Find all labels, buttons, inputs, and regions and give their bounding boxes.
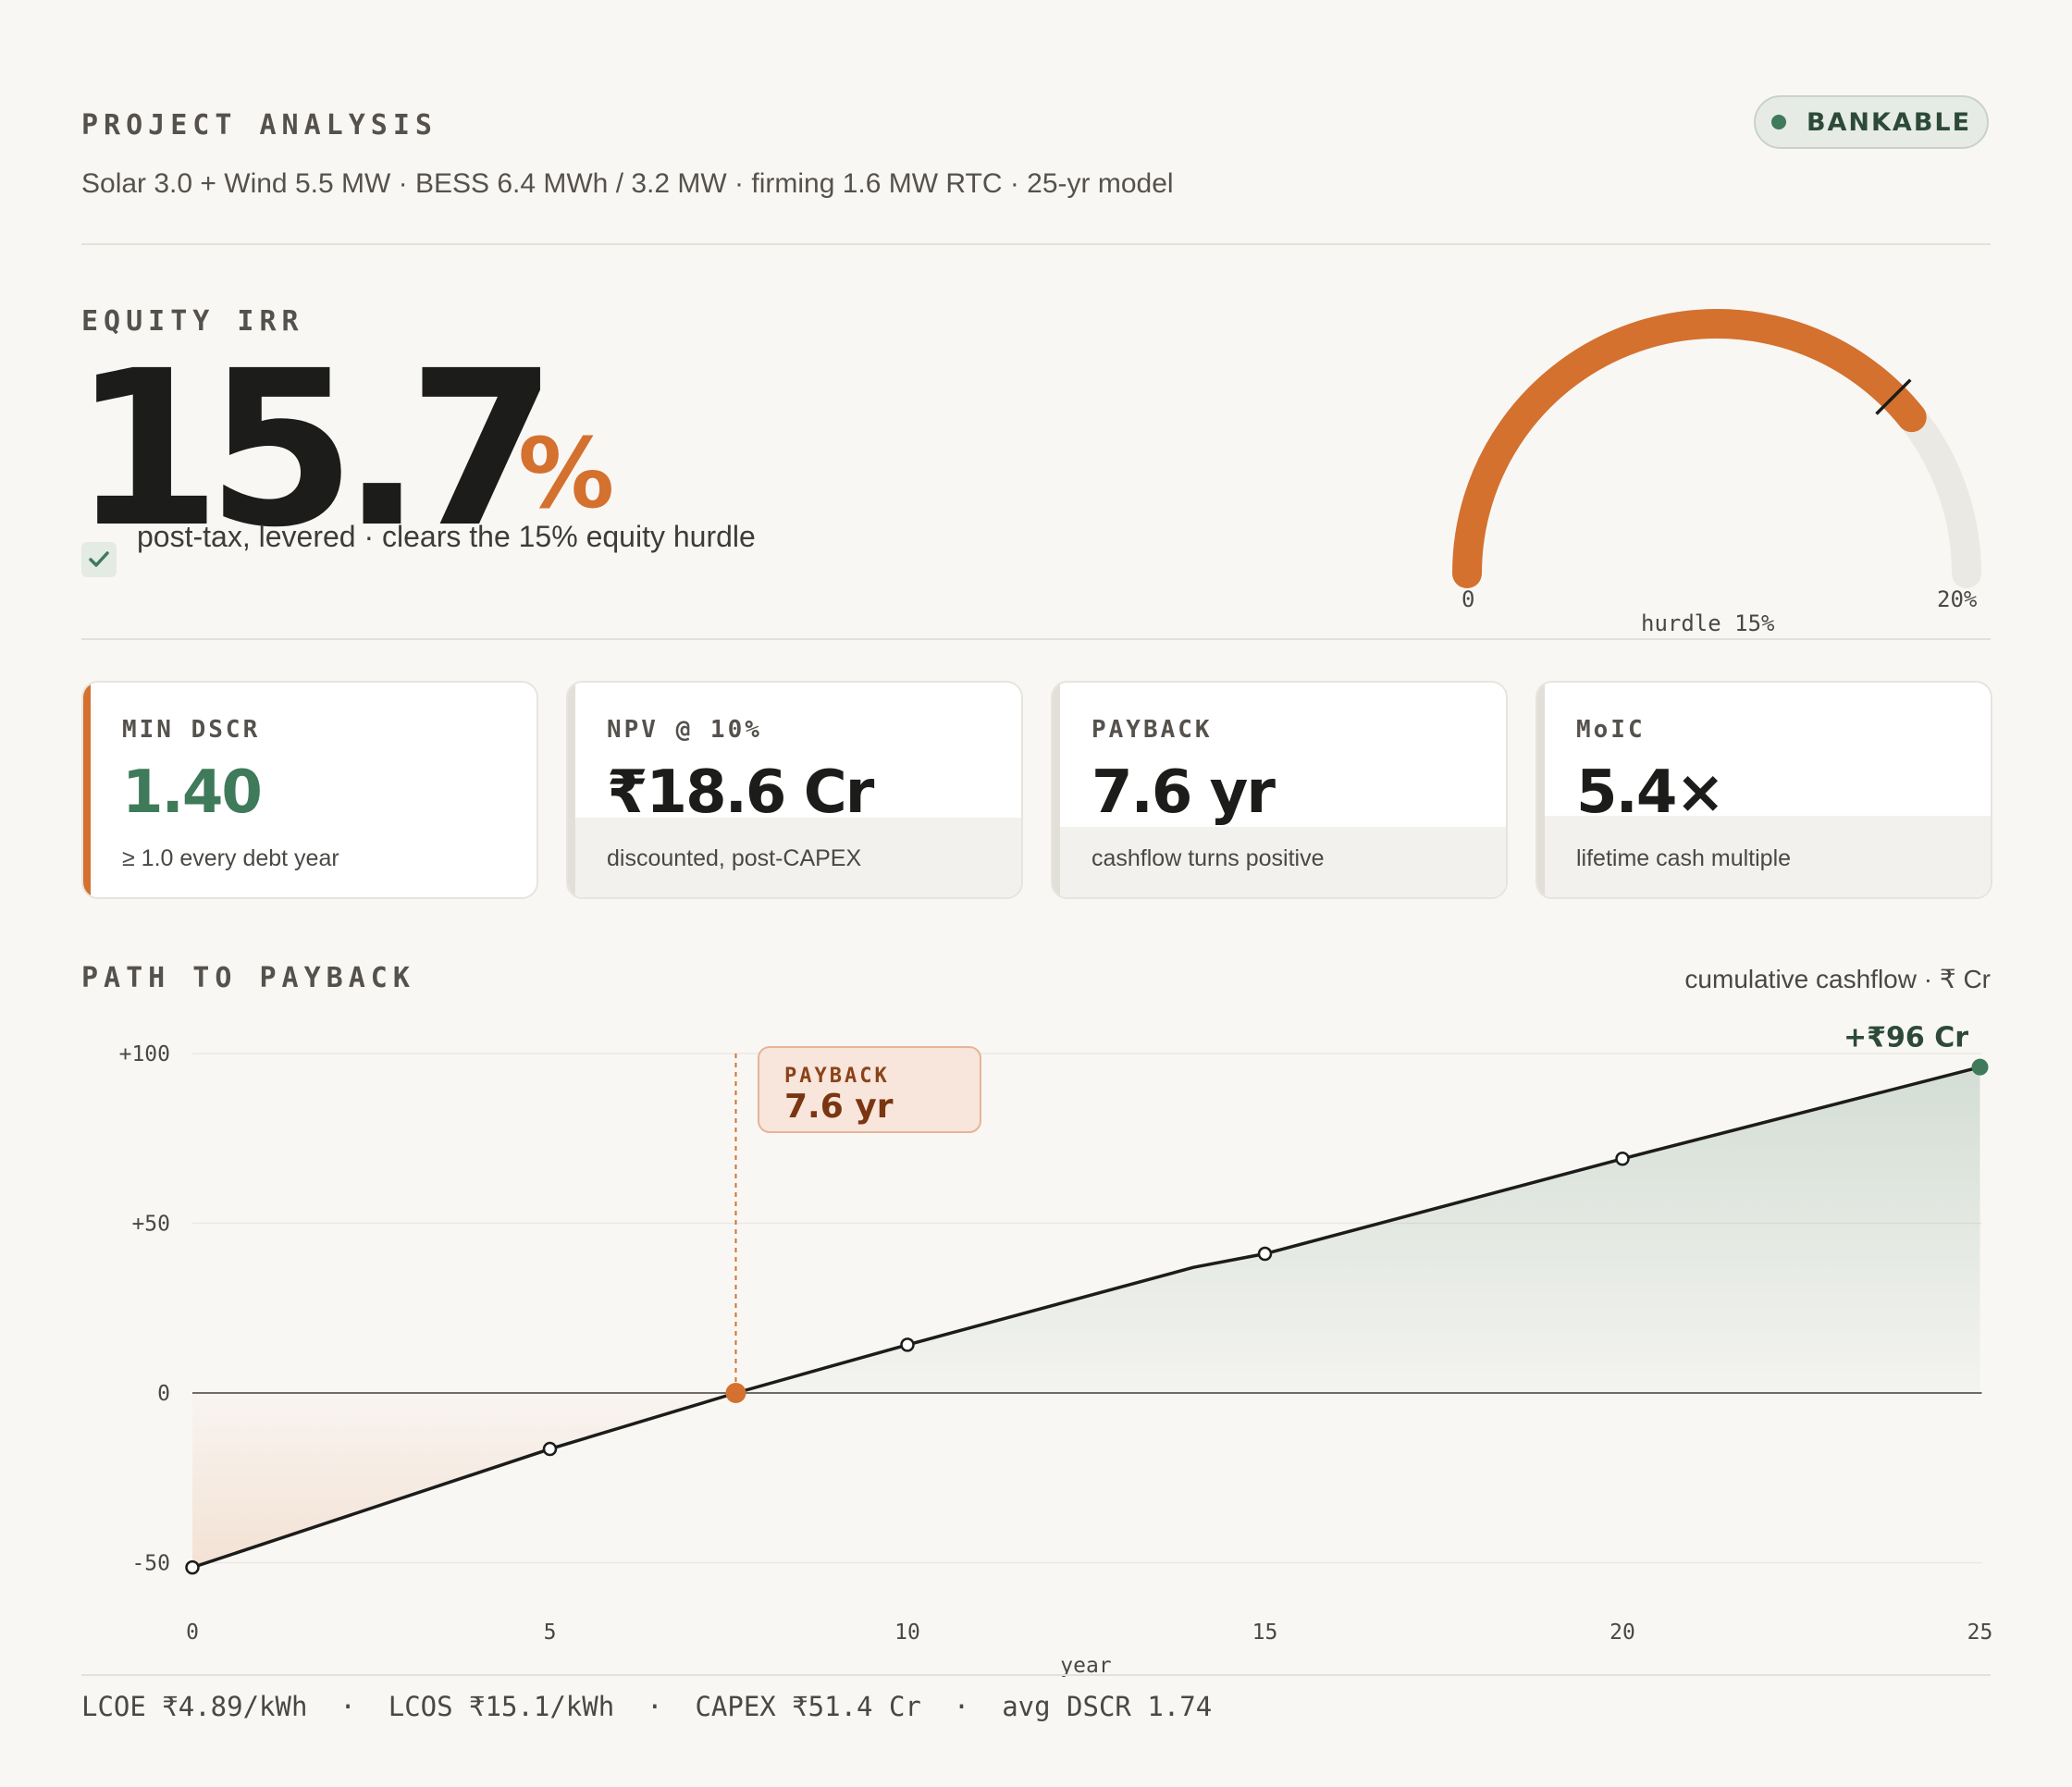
irr-label: EQUITY IRR bbox=[81, 305, 304, 338]
payback-label: PAYBACK bbox=[784, 1065, 890, 1088]
payback-callout bbox=[758, 1046, 981, 1133]
data-point bbox=[185, 1559, 200, 1575]
y-tick-label: +100 bbox=[119, 1042, 170, 1066]
end-value-label: +₹96 Cr bbox=[1844, 1022, 1968, 1054]
end-point bbox=[1971, 1058, 1989, 1076]
card-accent-bar bbox=[568, 683, 575, 897]
metric-card-payback: PAYBACK 7.6 yr cashflow turns positive bbox=[1051, 681, 1508, 899]
metric-value: 7.6 yr bbox=[1092, 758, 1276, 827]
metric-value: 1.40 bbox=[122, 758, 263, 827]
x-tick-label: 0 bbox=[186, 1621, 199, 1645]
data-point bbox=[900, 1337, 915, 1352]
chart-units-note: cumulative cashflow · ₹ Cr bbox=[1684, 965, 1991, 993]
payback-point bbox=[725, 1383, 746, 1403]
card-accent-bar bbox=[1053, 683, 1060, 897]
y-tick-label: +50 bbox=[131, 1213, 170, 1237]
metric-card-min-dscr: MIN DSCR 1.40 ≥ 1.0 every debt year bbox=[81, 681, 538, 899]
x-tick-label: 5 bbox=[544, 1621, 557, 1645]
status-badge-label: BANKABLE bbox=[1806, 107, 1972, 137]
negative-area bbox=[192, 1393, 736, 1568]
card-accent-bar bbox=[83, 683, 91, 897]
x-tick-label: 20 bbox=[1610, 1621, 1635, 1645]
card-accent-bar bbox=[1537, 683, 1545, 897]
metric-card-npv: NPV @ 10% ₹18.6 Cr discounted, post-CAPE… bbox=[566, 681, 1023, 899]
chart-title: PATH TO PAYBACK bbox=[81, 962, 415, 994]
data-point bbox=[1615, 1152, 1630, 1166]
gauge-min-label: 0 bbox=[1462, 586, 1475, 612]
card-fill bbox=[1053, 827, 1506, 897]
metric-note: cashflow turns positive bbox=[1092, 845, 1325, 871]
project-subtitle: Solar 3.0 + Wind 5.5 MW · BESS 6.4 MWh /… bbox=[81, 168, 1174, 199]
status-badge: BANKABLE bbox=[1754, 95, 1989, 149]
y-tick-label: -50 bbox=[131, 1552, 170, 1576]
x-tick-label: 10 bbox=[894, 1621, 920, 1645]
x-tick-label: 25 bbox=[1967, 1621, 1993, 1645]
page-eyebrow: PROJECT ANALYSIS bbox=[81, 109, 438, 142]
metric-label: PAYBACK bbox=[1092, 716, 1213, 744]
metric-note: lifetime cash multiple bbox=[1576, 845, 1792, 871]
divider bbox=[81, 638, 1991, 640]
data-point bbox=[1257, 1246, 1273, 1262]
metric-label: MoIC bbox=[1576, 716, 1646, 744]
metric-note: discounted, post-CAPEX bbox=[607, 845, 862, 871]
gauge-max-label: 20% bbox=[1937, 586, 1978, 612]
card-fill bbox=[568, 818, 1021, 897]
card-fill bbox=[1537, 816, 1991, 897]
irr-note: post-tax, levered · clears the 15% equit… bbox=[137, 520, 756, 553]
data-point bbox=[542, 1441, 558, 1457]
metric-value: 5.4× bbox=[1576, 758, 1725, 827]
metric-note: ≥ 1.0 every debt year bbox=[122, 845, 339, 871]
gauge-hurdle-label: hurdle 15% bbox=[1641, 610, 1775, 636]
status-dot-icon bbox=[1770, 115, 1786, 129]
gauge-hurdle-tick bbox=[1875, 378, 1912, 415]
irr-unit: % bbox=[518, 417, 615, 530]
cashflow-line bbox=[191, 1065, 1980, 1570]
payback-value: 7.6 yr bbox=[784, 1088, 894, 1126]
irr-value: 15.7 bbox=[72, 325, 557, 574]
gauge-track bbox=[1452, 309, 1981, 588]
summary-footer: LCOE ₹4.89/kWh · LCOS ₹15.1/kWh · CAPEX … bbox=[81, 1691, 1213, 1722]
metric-label: MIN DSCR bbox=[122, 716, 261, 744]
check-icon bbox=[81, 542, 117, 577]
irr-gauge bbox=[1452, 309, 1981, 588]
divider bbox=[81, 1674, 1991, 1676]
metric-card-moic: MoIC 5.4× lifetime cash multiple bbox=[1536, 681, 1992, 899]
divider bbox=[81, 243, 1991, 245]
x-tick-label: 15 bbox=[1252, 1621, 1278, 1645]
metric-value: ₹18.6 Cr bbox=[607, 758, 874, 827]
x-axis-label: year bbox=[1060, 1654, 1111, 1678]
y-tick-label: 0 bbox=[157, 1382, 170, 1406]
gauge-value-arc bbox=[1452, 309, 1927, 588]
metric-label: NPV @ 10% bbox=[607, 716, 762, 744]
